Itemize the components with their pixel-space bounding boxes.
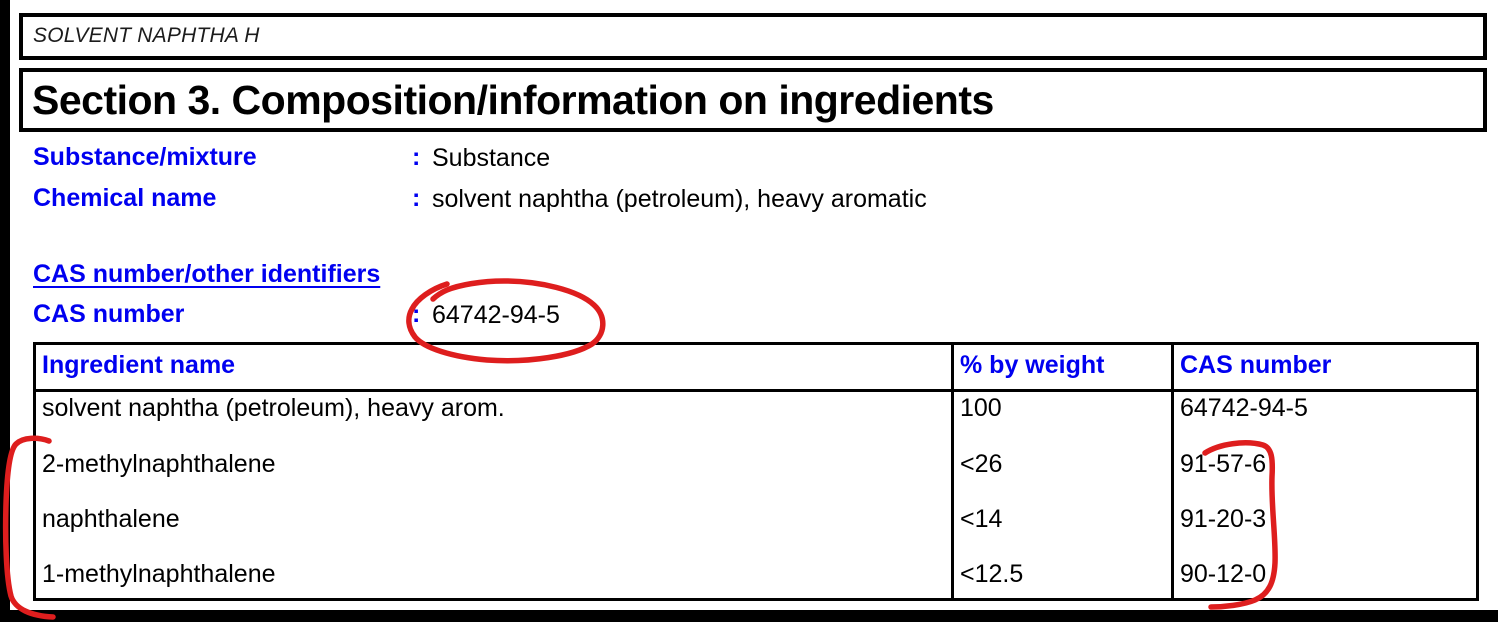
section-title: Section 3. Composition/information on in… bbox=[32, 77, 994, 123]
chemical-name-colon: : bbox=[412, 184, 421, 212]
ingredient-name-cell: solvent naphtha (petroleum), heavy arom. bbox=[42, 394, 505, 422]
substance-mixture-label: Substance/mixture bbox=[33, 143, 257, 171]
chemical-name-label: Chemical name bbox=[33, 184, 217, 212]
ingredient-name-cell: naphthalene bbox=[42, 505, 180, 533]
page-frame-bottom bbox=[0, 610, 1498, 622]
chemical-name-value: solvent naphtha (petroleum), heavy aroma… bbox=[432, 185, 927, 213]
weight-cell: 100 bbox=[951, 392, 1171, 447]
weight-cell: <26 bbox=[951, 447, 1171, 502]
ingredient-name-cell: 2-methylnaphthalene bbox=[42, 450, 276, 478]
substance-mixture-colon: : bbox=[412, 143, 421, 171]
column-header-percent-by-weight: % by weight bbox=[951, 345, 1171, 392]
weight-cell: <12.5 bbox=[951, 557, 1171, 598]
cas-number-cell: 90-12-0 bbox=[1171, 557, 1476, 598]
cas-number-cell: 91-57-6 bbox=[1171, 447, 1476, 502]
product-name: SOLVENT NAPHTHA H bbox=[33, 24, 260, 47]
cas-number-value: 64742-94-5 bbox=[432, 301, 560, 329]
weight-cell: <14 bbox=[951, 502, 1171, 557]
cas-identifiers-heading: CAS number/other identifiers bbox=[33, 260, 381, 288]
substance-mixture-value: Substance bbox=[432, 144, 551, 172]
ingredients-table: Ingredient name % by weight CAS number s… bbox=[33, 342, 1479, 601]
page-frame-left bbox=[0, 0, 10, 622]
cas-number-colon: : bbox=[412, 300, 421, 328]
column-header-cas-number: CAS number bbox=[1171, 345, 1476, 392]
cas-number-cell: 64742-94-5 bbox=[1171, 392, 1476, 447]
cas-number-label: CAS number bbox=[33, 300, 185, 328]
section-header-box: Section 3. Composition/information on in… bbox=[19, 68, 1487, 132]
ingredient-name-cell: 1-methylnaphthalene bbox=[42, 560, 276, 588]
cas-number-cell: 91-20-3 bbox=[1171, 502, 1476, 557]
product-name-box: SOLVENT NAPHTHA H bbox=[19, 13, 1487, 60]
column-header-ingredient-name: Ingredient name bbox=[36, 345, 951, 392]
